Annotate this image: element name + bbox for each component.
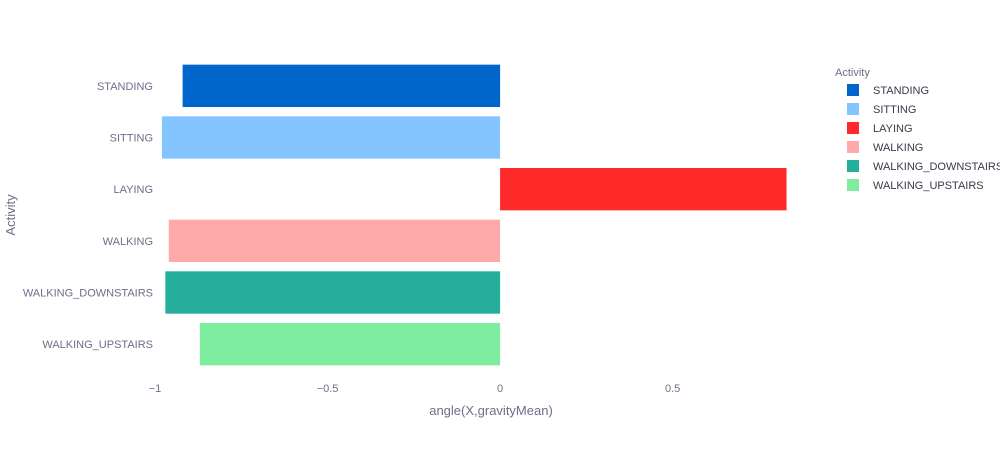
legend-swatch xyxy=(847,179,859,191)
x-axis-ticks: −1 −0.5 0 0.5 xyxy=(149,383,681,395)
bar-walking-upstairs[interactable] xyxy=(199,322,501,366)
legend-label: WALKING xyxy=(873,142,923,154)
bar-standing[interactable] xyxy=(182,64,501,108)
legend-item-walking-upstairs[interactable]: WALKING_UPSTAIRS xyxy=(847,179,984,192)
y-tick-label: WALKING xyxy=(103,236,153,248)
x-tick-label: 0 xyxy=(497,383,503,395)
legend-label: STANDING xyxy=(873,85,929,97)
legend-swatch xyxy=(847,141,859,153)
y-tick-label: WALKING_UPSTAIRS xyxy=(42,339,153,351)
legend-swatch xyxy=(847,84,859,96)
bar-laying[interactable] xyxy=(500,167,787,211)
legend-label: WALKING_DOWNSTAIRS xyxy=(873,161,1000,173)
x-axis-title: angle(X,gravityMean) xyxy=(429,403,553,418)
plot-area xyxy=(161,64,787,366)
legend-label: SITTING xyxy=(873,104,916,116)
y-tick-label: STANDING xyxy=(97,81,153,93)
legend-label: LAYING xyxy=(873,123,913,135)
bar-sitting[interactable] xyxy=(161,116,501,159)
bar-walking[interactable] xyxy=(168,219,501,263)
y-tick-label: LAYING xyxy=(113,184,153,196)
y-axis-ticks: STANDING SITTING LAYING WALKING WALKING_DOWN… xyxy=(23,81,153,351)
y-tick-label: SITTING xyxy=(110,133,153,145)
y-axis-title: Activity xyxy=(3,194,18,236)
legend-title: Activity xyxy=(835,67,870,79)
legend[interactable]: Activity STANDING SITTING LAYING WALKING WAL… xyxy=(835,67,1000,192)
legend-swatch xyxy=(847,160,859,172)
legend-item-walking[interactable]: WALKING xyxy=(847,141,923,154)
legend-swatch xyxy=(847,122,859,134)
bar-walking-downstairs[interactable] xyxy=(165,271,501,314)
x-tick-label: −1 xyxy=(149,383,162,395)
legend-item-standing[interactable]: STANDING xyxy=(847,84,929,97)
legend-item-walking-downstairs[interactable]: WALKING_DOWNSTAIRS xyxy=(847,160,1000,173)
x-tick-label: 0.5 xyxy=(665,383,680,395)
legend-item-sitting[interactable]: SITTING xyxy=(847,103,916,116)
y-tick-label: WALKING_DOWNSTAIRS xyxy=(23,288,153,300)
legend-label: WALKING_UPSTAIRS xyxy=(873,180,984,192)
legend-swatch xyxy=(847,103,859,115)
legend-item-laying[interactable]: LAYING xyxy=(847,122,913,135)
x-tick-label: −0.5 xyxy=(317,383,339,395)
